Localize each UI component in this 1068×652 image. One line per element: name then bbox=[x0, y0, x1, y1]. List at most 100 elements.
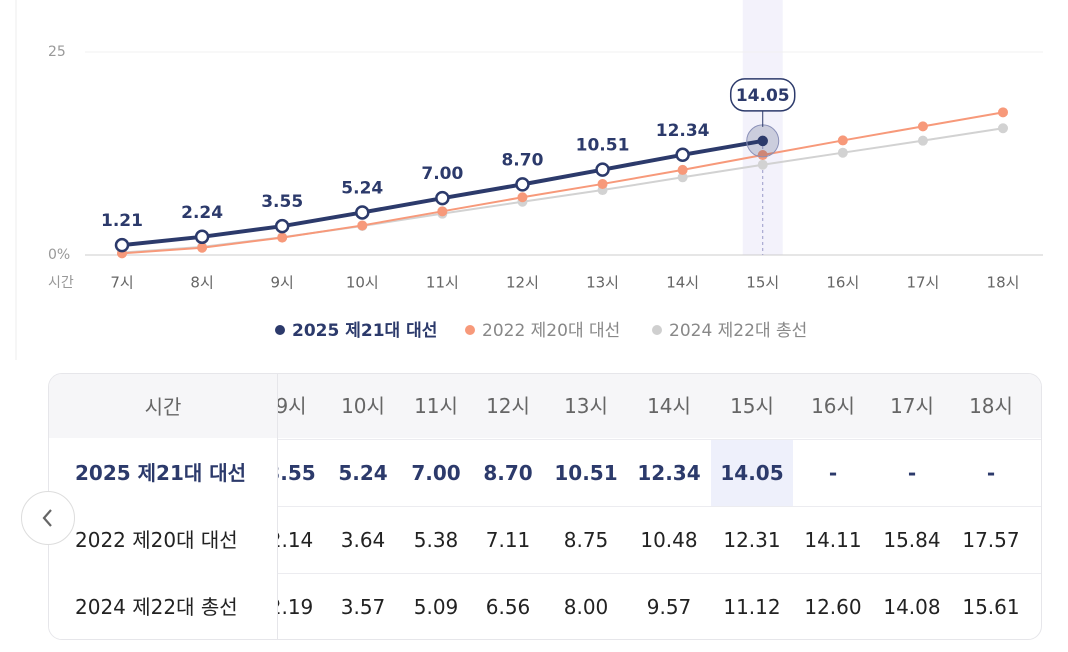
table-cell: 6.56 bbox=[485, 595, 531, 619]
legend-label: 2022 제20대 대선 bbox=[482, 321, 620, 341]
table-cell: 2.19 bbox=[277, 595, 314, 619]
point bbox=[917, 135, 928, 146]
point bbox=[595, 162, 610, 177]
chevron-icon bbox=[42, 509, 52, 527]
x-tick-label: 18시 bbox=[987, 274, 1020, 292]
x-tick-label: 16시 bbox=[826, 274, 859, 292]
x-tick-label: 11시 bbox=[426, 274, 459, 292]
legend-marker bbox=[652, 325, 662, 335]
y-tick-label: 0% bbox=[48, 247, 70, 263]
x-tick-label: 7시 bbox=[110, 274, 133, 292]
table-cell: 2.14 bbox=[277, 528, 314, 552]
table-fixed-column: 시간 2025 제21대 대선 2022 제20대 대선 2024 제22대 총선 bbox=[49, 374, 278, 639]
header-cell: 18시 bbox=[969, 394, 1013, 418]
point bbox=[274, 218, 290, 234]
table-cell: - bbox=[986, 461, 996, 485]
table-cell: 11.12 bbox=[723, 595, 781, 619]
table-cell: 3.55 bbox=[277, 461, 316, 485]
point bbox=[277, 232, 288, 243]
point bbox=[757, 150, 768, 161]
point bbox=[517, 192, 528, 203]
table-cell: 7.00 bbox=[411, 461, 461, 485]
row-divider bbox=[49, 573, 1041, 574]
point bbox=[757, 135, 768, 147]
table-cell: 15.84 bbox=[883, 528, 941, 552]
row-label: 2022 제20대 대선 bbox=[75, 528, 238, 552]
table-cell: 12.60 bbox=[804, 595, 862, 619]
point bbox=[917, 121, 928, 132]
data-label: 7.00 bbox=[421, 164, 463, 184]
point bbox=[837, 147, 848, 158]
table-cell: 12.34 bbox=[637, 461, 701, 485]
legend-marker bbox=[275, 325, 285, 335]
point bbox=[515, 177, 530, 192]
header-cell: 12시 bbox=[486, 394, 530, 418]
row-label: 2024 제22대 총선 bbox=[75, 595, 238, 619]
table-cell: 8.70 bbox=[483, 461, 533, 485]
header-cell: 10시 bbox=[341, 394, 385, 418]
table-cell: 5.09 bbox=[413, 595, 459, 619]
x-tick-label: 15시 bbox=[746, 274, 779, 292]
data-label: 3.55 bbox=[261, 192, 303, 212]
x-tick-label: 9시 bbox=[271, 274, 294, 292]
x-axis-label: 시간 bbox=[48, 275, 74, 291]
x-tick-label: 12시 bbox=[506, 274, 539, 292]
header-cell: 9시 bbox=[277, 394, 307, 418]
point bbox=[435, 190, 450, 206]
row-divider bbox=[49, 439, 1041, 440]
table-cell: - bbox=[828, 461, 838, 485]
point bbox=[757, 159, 768, 170]
data-label: 8.70 bbox=[501, 150, 543, 170]
header-cell: 13시 bbox=[564, 394, 608, 418]
table-cell: - bbox=[907, 461, 917, 485]
x-tick-label: 13시 bbox=[586, 274, 619, 292]
header-cell: 16시 bbox=[811, 394, 855, 418]
point bbox=[194, 229, 210, 245]
series-line bbox=[121, 111, 1004, 255]
point bbox=[998, 107, 1008, 118]
table-cell: 7.11 bbox=[485, 528, 531, 552]
point bbox=[675, 147, 690, 163]
chart: 0% 25 시간 7시 8시 9시 10시 11시 12시 13시 14시 15시 16시 17시 18시 1… bbox=[15, 0, 1043, 360]
point bbox=[597, 178, 608, 189]
header-background bbox=[49, 374, 1041, 438]
point bbox=[197, 242, 208, 253]
data-label: 5.24 bbox=[341, 178, 383, 198]
point bbox=[114, 237, 130, 253]
data-label: 1.21 bbox=[101, 211, 143, 231]
fixed-column-background bbox=[49, 438, 277, 639]
x-tick-label: 8시 bbox=[190, 274, 213, 292]
table-cell: 9.57 bbox=[646, 595, 692, 619]
data-table: 9시 10시 11시 12시 13시 14시 15시 16시 17시 18시 3.55 5.24 7.0… bbox=[48, 373, 1042, 640]
header-cell: 11시 bbox=[414, 394, 458, 418]
row-divider bbox=[49, 506, 1041, 507]
table-cell: 8.75 bbox=[563, 528, 609, 552]
x-tick-label: 10시 bbox=[346, 274, 379, 292]
table-cell: 5.38 bbox=[413, 528, 459, 552]
table-cell: 10.51 bbox=[554, 461, 618, 485]
point bbox=[837, 135, 848, 146]
header-cell: 시간 bbox=[144, 395, 182, 419]
header-cell: 14시 bbox=[647, 394, 691, 418]
y-tick-label: 25 bbox=[48, 44, 66, 60]
table-cell: 10.48 bbox=[640, 528, 698, 552]
scroll-left-button[interactable] bbox=[21, 491, 75, 545]
table-cell: 5.24 bbox=[338, 461, 388, 485]
table-cell: 14.08 bbox=[883, 595, 941, 619]
x-tick-label: 14시 bbox=[666, 274, 699, 292]
table-scroll: 9시 10시 11시 12시 13시 14시 15시 16시 17시 18시 3.55 5.24 7.0… bbox=[277, 374, 1041, 639]
x-tick-label: 17시 bbox=[906, 274, 939, 292]
table-cell: 14.05 bbox=[711, 440, 793, 506]
row-label: 2025 제21대 대선 bbox=[75, 461, 247, 485]
data-label: 10.51 bbox=[576, 136, 630, 156]
table-cell: 3.57 bbox=[340, 595, 386, 619]
point bbox=[437, 206, 448, 217]
point bbox=[357, 220, 368, 231]
tooltip-label: 14.05 bbox=[736, 86, 790, 106]
data-label: 12.34 bbox=[656, 121, 710, 141]
legend-label: 2025 제21대 대선 bbox=[292, 321, 437, 341]
header-cell: 15시 bbox=[730, 394, 774, 418]
point bbox=[998, 123, 1008, 134]
table-cell: 12.31 bbox=[723, 528, 781, 552]
